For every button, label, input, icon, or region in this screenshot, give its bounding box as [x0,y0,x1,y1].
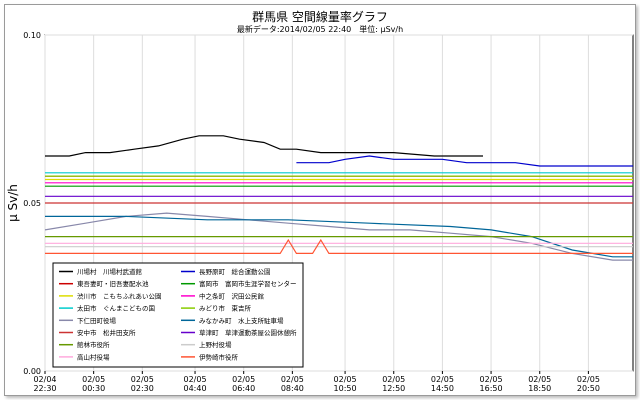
y-tick-label: 0.05 [23,199,41,208]
x-tick-label-date: 02/05 [577,375,600,384]
x-tick-label-time: 02:30 [131,384,154,393]
legend-entry: 高山村役場 [77,352,110,361]
legend-entry: 太田市 ぐんまこどもの国 [77,304,155,313]
legend-entry: みどり市 東吉所 [199,304,252,313]
x-tick-label-date: 02/05 [281,375,304,384]
legend-entry: 上野村役場 [199,340,232,349]
legend-entry: 長野原町 総合運動公園 [199,267,271,276]
chart-frame: 群馬県 空間線量率グラフ 最新データ:2014/02/05 22:40 単位: μ… [4,4,636,396]
x-tick-label-date: 02/05 [184,375,207,384]
series-line [45,135,483,157]
legend-entry: 館林市役所 [77,340,110,349]
chart-title: 群馬県 空間線量率グラフ [252,9,388,24]
x-tick-label-date: 02/05 [82,375,105,384]
y-tick-label: 0.00 [23,367,41,376]
x-tick-label-time: 18:50 [528,384,551,393]
x-tick-label-date: 02/05 [334,375,357,384]
series-line [45,215,633,258]
x-tick-label-time: 16:50 [480,384,503,393]
legend-box [52,262,304,368]
legend-entry: 渋川市 こもちふれあい公園 [77,291,162,300]
x-tick-label-date: 02/05 [480,375,503,384]
x-tick-label-time: 06:40 [232,384,255,393]
y-tick-label: 0.10 [23,31,41,40]
x-tick-label-time: 22:30 [33,384,56,393]
x-tick-label-time: 20:50 [577,384,600,393]
series-line [296,155,633,167]
legend-entry: 下仁田町役場 [77,316,117,325]
x-tick-label-time: 08:40 [281,384,304,393]
chart-subtitle: 最新データ:2014/02/05 22:40 単位: μSv/h [237,24,403,34]
legend-entry: みなかみ町 水上支所駐車場 [199,316,284,325]
x-tick-label-date: 02/04 [33,375,56,384]
legend-entry: 川場村 川場村武道館 [77,267,143,276]
x-tick-label-date: 02/05 [382,375,405,384]
x-tick-label-date: 02/05 [131,375,154,384]
x-tick-label-time: 04:40 [184,384,207,393]
series-line [44,212,633,261]
x-tick-label-date: 02/05 [232,375,255,384]
legend-entry: 安中市 松井田支所 [77,328,136,337]
y-axis-label: μ Sv/h [6,184,20,222]
legend-entry: 中之条町 沢田公民館 [199,291,265,300]
x-tick-label-time: 12:50 [382,384,405,393]
x-tick-label-time: 14:50 [431,384,454,393]
x-tick-label-date: 02/05 [431,375,454,384]
x-tick-label-time: 00:30 [82,384,105,393]
x-tick-label-time: 10:50 [334,384,357,393]
x-tick-label-date: 02/05 [528,375,551,384]
legend-entry: 東吾妻町・旧吾妻配水池 [77,279,149,288]
legend-entry: 草津町 草津運動茶屋公園休憩所 [199,328,297,337]
series-line [45,238,633,254]
legend-entry: 伊勢崎市役所 [199,352,239,361]
legend-entry: 富岡市 富岡市生涯学習センター [199,279,297,288]
